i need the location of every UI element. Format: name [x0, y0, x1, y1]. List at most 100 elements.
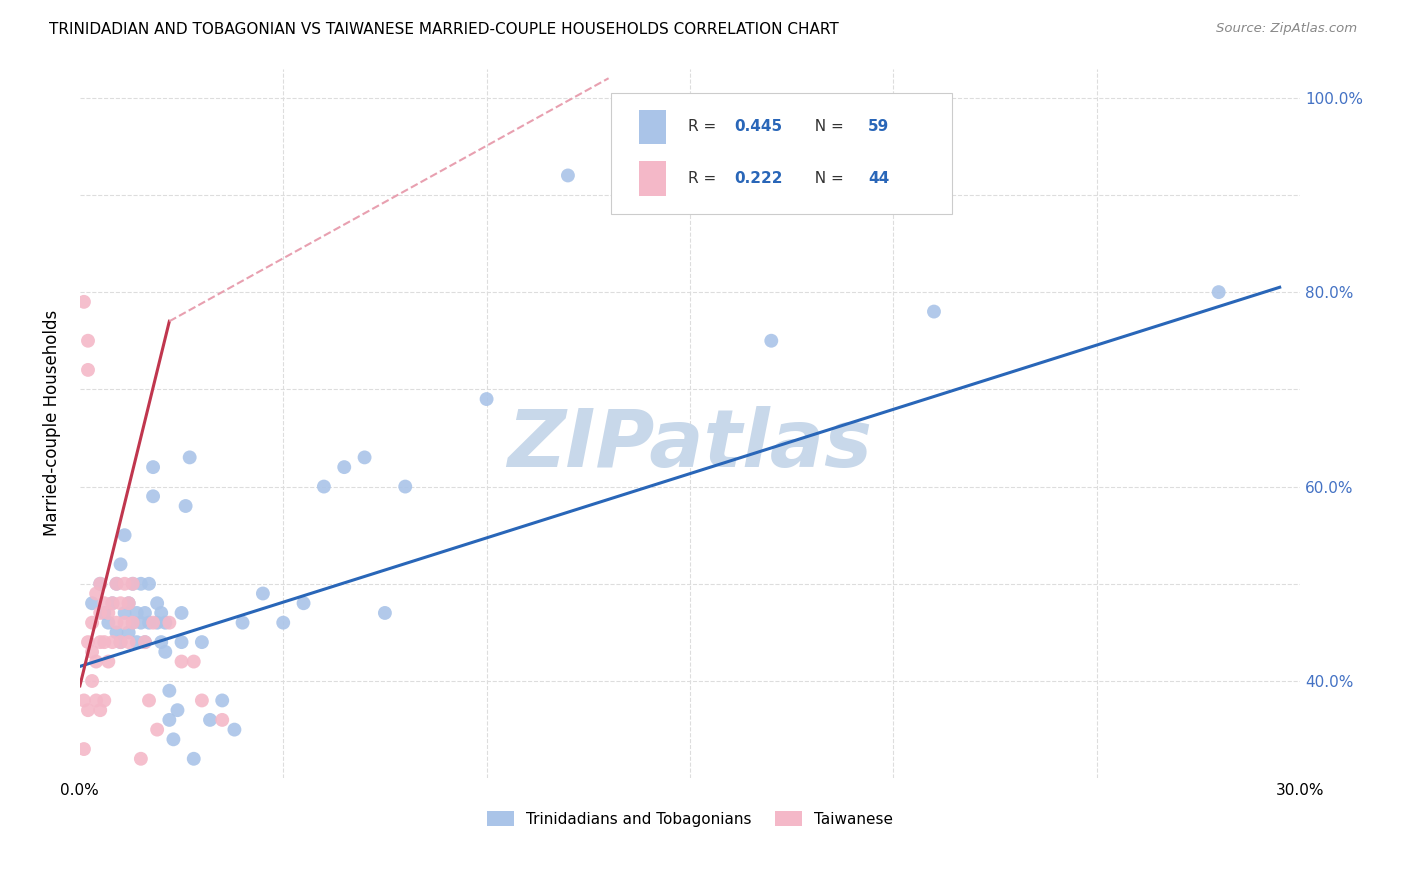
- Point: [150, 635, 173, 649]
- Point: [105, 625, 128, 640]
- Point: [114, 606, 136, 620]
- Point: [93, 606, 115, 620]
- Point: [80, 645, 103, 659]
- Point: [146, 615, 169, 630]
- Point: [114, 615, 136, 630]
- Point: [93, 596, 115, 610]
- FancyBboxPatch shape: [638, 110, 665, 144]
- Point: [93, 693, 115, 707]
- Point: [142, 460, 165, 475]
- Legend: Trinidadians and Tobagonians, Taiwanese: Trinidadians and Tobagonians, Taiwanese: [479, 803, 901, 834]
- Text: R =: R =: [688, 171, 721, 186]
- Point: [105, 615, 128, 630]
- Point: [121, 615, 143, 630]
- Point: [89, 606, 111, 620]
- Point: [80, 673, 103, 688]
- Point: [922, 304, 945, 318]
- Point: [170, 655, 193, 669]
- Point: [110, 558, 132, 572]
- Point: [157, 615, 180, 630]
- Point: [89, 576, 111, 591]
- Point: [134, 635, 156, 649]
- Point: [166, 703, 188, 717]
- Point: [93, 635, 115, 649]
- Point: [77, 635, 100, 649]
- Point: [638, 120, 661, 134]
- Point: [224, 723, 246, 737]
- Point: [134, 635, 156, 649]
- Text: ZIPatlas: ZIPatlas: [508, 406, 873, 483]
- Point: [73, 742, 96, 756]
- Point: [84, 693, 107, 707]
- Point: [101, 596, 124, 610]
- Point: [155, 615, 177, 630]
- Point: [146, 596, 169, 610]
- Point: [333, 460, 356, 475]
- Point: [134, 606, 156, 620]
- Point: [191, 635, 214, 649]
- Point: [191, 693, 214, 707]
- Text: 0.222: 0.222: [734, 171, 782, 186]
- Text: R =: R =: [688, 120, 721, 134]
- Point: [271, 615, 294, 630]
- Text: 0.445: 0.445: [734, 120, 782, 134]
- Text: Source: ZipAtlas.com: Source: ZipAtlas.com: [1216, 22, 1357, 36]
- Text: N =: N =: [804, 171, 848, 186]
- Point: [129, 615, 152, 630]
- Point: [142, 489, 165, 503]
- Point: [101, 596, 124, 610]
- Point: [118, 596, 141, 610]
- Point: [170, 606, 193, 620]
- Point: [394, 479, 416, 493]
- FancyBboxPatch shape: [610, 94, 952, 214]
- Point: [114, 528, 136, 542]
- Point: [77, 334, 100, 348]
- Point: [174, 499, 197, 513]
- Point: [211, 693, 233, 707]
- Point: [198, 713, 221, 727]
- Point: [89, 576, 111, 591]
- Point: [252, 586, 274, 600]
- Point: [129, 576, 152, 591]
- Point: [121, 576, 143, 591]
- Point: [211, 713, 233, 727]
- Point: [89, 635, 111, 649]
- Point: [121, 615, 143, 630]
- Point: [105, 576, 128, 591]
- Point: [118, 596, 141, 610]
- Point: [138, 576, 160, 591]
- Point: [110, 596, 132, 610]
- Point: [157, 683, 180, 698]
- Point: [89, 703, 111, 717]
- FancyBboxPatch shape: [638, 161, 665, 195]
- Text: N =: N =: [804, 120, 848, 134]
- Point: [77, 703, 100, 717]
- Point: [110, 635, 132, 649]
- Point: [125, 606, 148, 620]
- Point: [80, 596, 103, 610]
- Point: [121, 576, 143, 591]
- Point: [97, 606, 120, 620]
- Point: [353, 450, 375, 465]
- Point: [179, 450, 201, 465]
- Point: [150, 606, 173, 620]
- Point: [129, 752, 152, 766]
- Point: [157, 713, 180, 727]
- Point: [183, 752, 205, 766]
- Point: [73, 693, 96, 707]
- Point: [183, 655, 205, 669]
- Point: [84, 655, 107, 669]
- Point: [84, 586, 107, 600]
- Point: [374, 606, 396, 620]
- Point: [557, 169, 579, 183]
- Point: [118, 635, 141, 649]
- Point: [155, 645, 177, 659]
- Point: [97, 655, 120, 669]
- Point: [146, 723, 169, 737]
- Point: [142, 615, 165, 630]
- Point: [77, 363, 100, 377]
- Point: [170, 635, 193, 649]
- Point: [138, 693, 160, 707]
- Point: [232, 615, 254, 630]
- Point: [761, 334, 783, 348]
